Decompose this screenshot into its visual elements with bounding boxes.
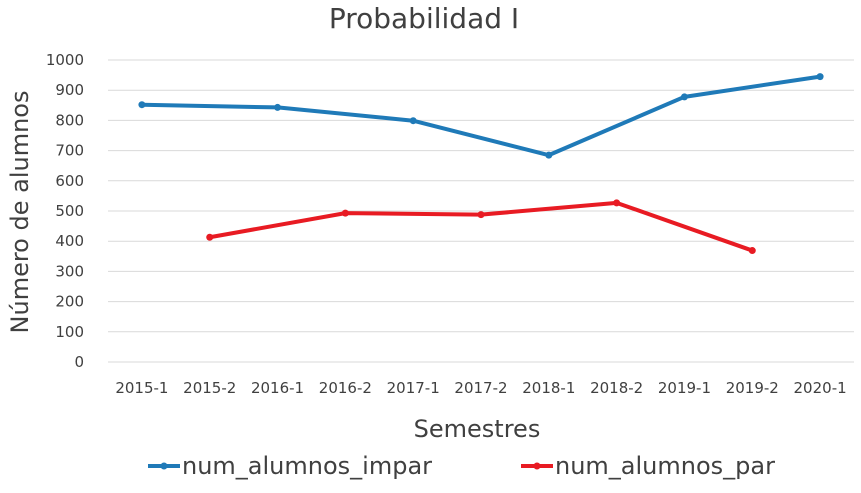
y-tick-label: 900 [55,81,84,99]
legend-item: num_alumnos_impar [148,452,432,480]
data-point [545,151,553,159]
series-lines [138,73,824,255]
data-point [138,101,146,109]
series-num_alumnos_impar [138,73,824,159]
data-point [409,117,417,125]
x-tick-label: 2018-2 [590,379,643,397]
data-point [816,73,824,81]
series-line [139,74,823,158]
chart-title: Probabilidad I [329,2,519,35]
data-point [477,211,485,219]
x-axis-ticks: 2015-1 2015-2 2016-1 2016-2 2017-1 2017-2 2018… [115,379,846,397]
y-axis-ticks: 0 100 200 300 400 500 600 700 800 900 1000 [46,51,84,371]
y-tick-label: 800 [55,111,84,129]
y-tick-label: 0 [74,353,84,371]
x-tick-label: 2017-2 [454,379,507,397]
y-tick-label: 500 [55,202,84,220]
x-tick-label: 2015-1 [115,379,168,397]
data-point [613,199,621,207]
data-point [206,233,214,241]
data-point [680,93,688,101]
y-tick-label: 700 [55,142,84,160]
x-tick-label: 2020-1 [794,379,847,397]
legend-swatch-marker [160,462,168,470]
data-point [274,103,282,111]
series-num_alumnos_par [206,199,756,255]
data-point [341,209,349,217]
x-tick-label: 2018-1 [522,379,575,397]
y-tick-label: 200 [55,293,84,311]
legend-label: num_alumnos_impar [182,452,432,480]
series-line [207,200,755,253]
legend-label: num_alumnos_par [555,452,775,480]
legend-swatch-marker [533,462,541,470]
legend: num_alumnos_impar num_alumnos_par [148,452,775,480]
data-point [748,247,756,255]
x-tick-label: 2017-1 [387,379,440,397]
x-tick-label: 2016-1 [251,379,304,397]
y-tick-label: 600 [55,172,84,190]
y-axis-title: Número de alumnos [6,91,34,334]
x-axis-title: Semestres [414,415,541,443]
y-tick-label: 400 [55,232,84,250]
x-tick-label: 2019-1 [658,379,711,397]
x-tick-label: 2015-2 [183,379,236,397]
legend-item: num_alumnos_par [521,452,775,480]
y-tick-label: 1000 [46,51,84,69]
x-tick-label: 2019-2 [726,379,779,397]
x-tick-label: 2016-2 [319,379,372,397]
y-tick-label: 300 [55,262,84,280]
y-tick-label: 100 [55,323,84,341]
